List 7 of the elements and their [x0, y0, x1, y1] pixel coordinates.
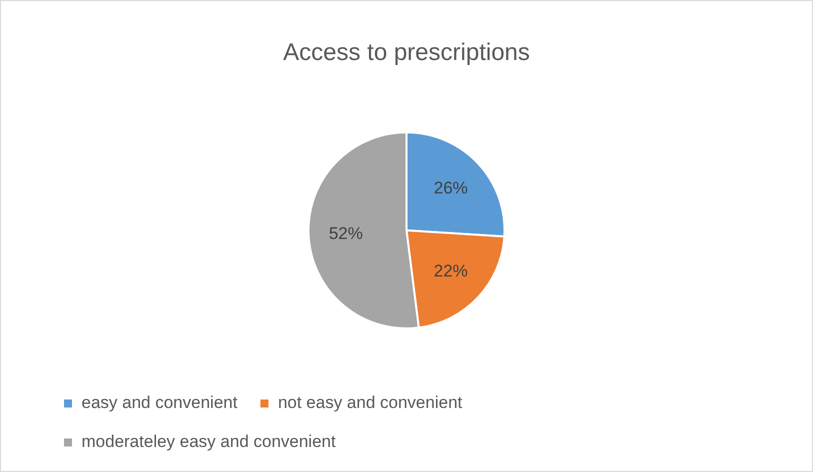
- data-label: 22%: [434, 262, 468, 281]
- legend-label: easy and convenient: [82, 393, 238, 412]
- legend-label: moderateley easy and convenient: [82, 432, 336, 452]
- chart-title: Access to prescriptions: [283, 39, 530, 66]
- data-label: 26%: [434, 178, 468, 198]
- legend-label: not easy and convenient: [278, 393, 463, 412]
- data-label: 52%: [328, 224, 363, 243]
